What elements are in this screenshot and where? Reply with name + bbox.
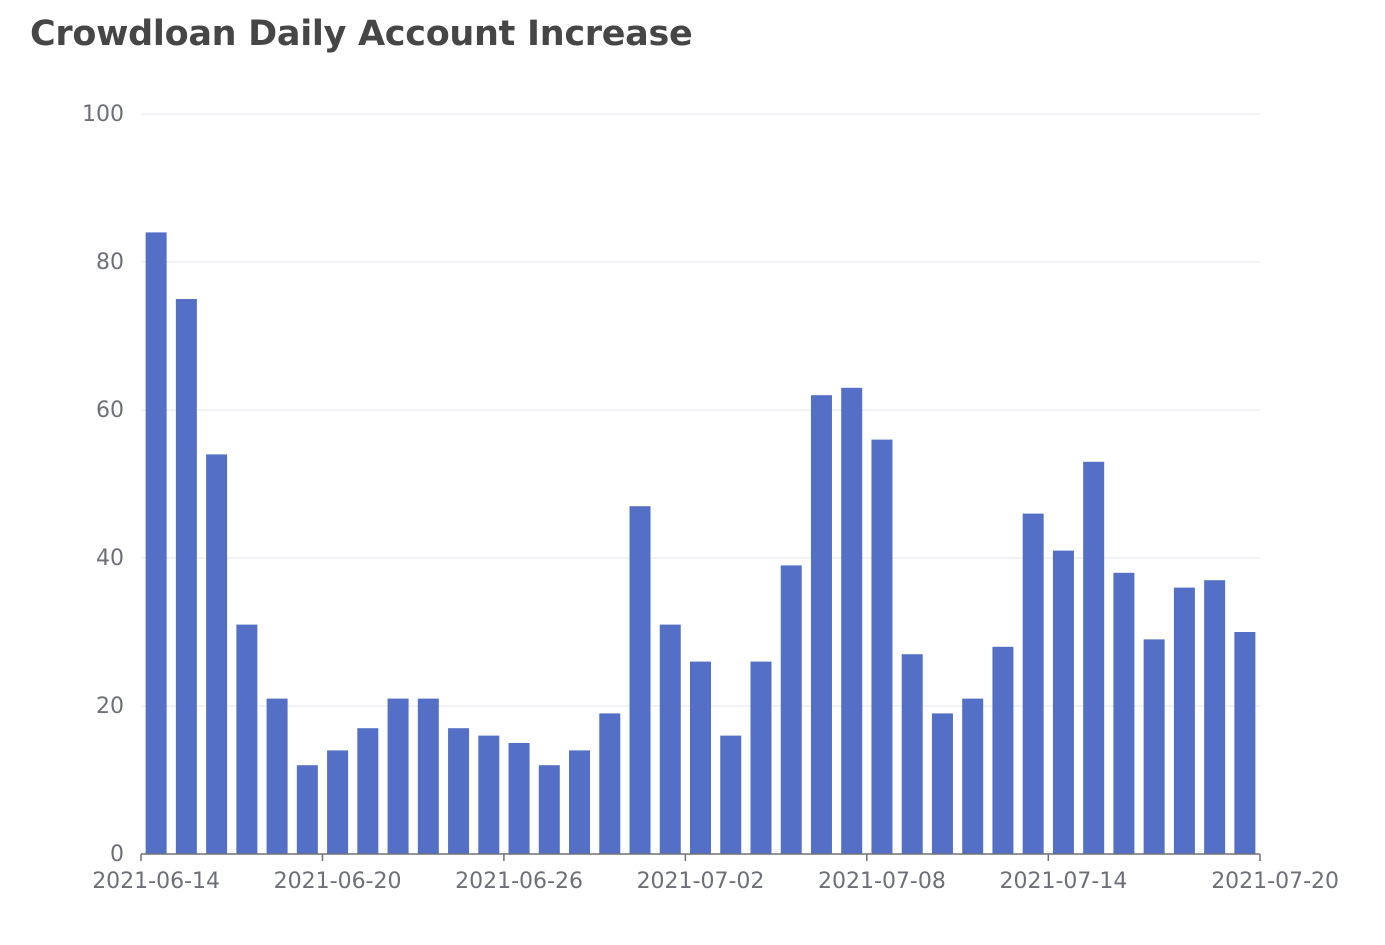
bar (992, 646, 1014, 854)
bar (1022, 513, 1044, 854)
bar (1173, 587, 1195, 854)
y-tick-label: 80 (96, 250, 124, 275)
bar (1083, 461, 1105, 854)
bar (629, 506, 651, 854)
y-tick-label: 100 (82, 102, 124, 127)
x-tick-label: 2021-07-20 (1211, 869, 1339, 894)
bar (206, 454, 228, 854)
bar (1234, 632, 1256, 854)
x-tick-label: 2021-06-26 (455, 869, 583, 894)
bar (901, 654, 923, 854)
y-tick-label: 60 (96, 398, 124, 423)
bar (810, 395, 832, 854)
x-tick-label: 2021-07-14 (999, 869, 1127, 894)
bar (1204, 580, 1226, 854)
bar (780, 565, 802, 854)
bar (508, 743, 530, 854)
bar (690, 661, 711, 854)
bar-series (145, 232, 1256, 854)
bar (1143, 639, 1165, 854)
bar (538, 765, 560, 854)
x-tick-label: 2021-07-02 (637, 869, 765, 894)
bar (569, 750, 591, 854)
bar (720, 735, 742, 854)
bar (478, 735, 500, 854)
y-tick-label: 40 (96, 546, 124, 571)
bar (357, 728, 379, 854)
y-axis-labels: 0 20 40 60 80 100 (82, 102, 124, 867)
bar (417, 698, 439, 854)
x-tick-label: 2021-06-14 (92, 869, 220, 894)
chart-title: Crowdloan Daily Account Increase (30, 14, 693, 54)
x-axis: 2021-06-14 2021-06-20 2021-06-26 2021-07-02… (92, 853, 1339, 894)
bar (145, 232, 167, 854)
bar (1113, 572, 1135, 854)
bar (175, 299, 197, 854)
bar (871, 439, 893, 854)
bar (236, 624, 258, 854)
bar (659, 624, 681, 854)
x-tick-label: 2021-06-20 (274, 869, 402, 894)
bar (448, 728, 470, 854)
y-tick-label: 20 (96, 694, 124, 719)
bar (327, 750, 349, 854)
bar (296, 765, 318, 854)
bar (962, 698, 984, 854)
bar (931, 713, 953, 854)
y-tick-label: 0 (110, 842, 124, 867)
bar (387, 698, 409, 854)
x-tick-label: 2021-07-08 (818, 869, 946, 894)
bar (841, 387, 863, 854)
bar (750, 661, 772, 854)
bar (599, 713, 621, 854)
bar (266, 698, 288, 854)
bar (1052, 550, 1074, 854)
